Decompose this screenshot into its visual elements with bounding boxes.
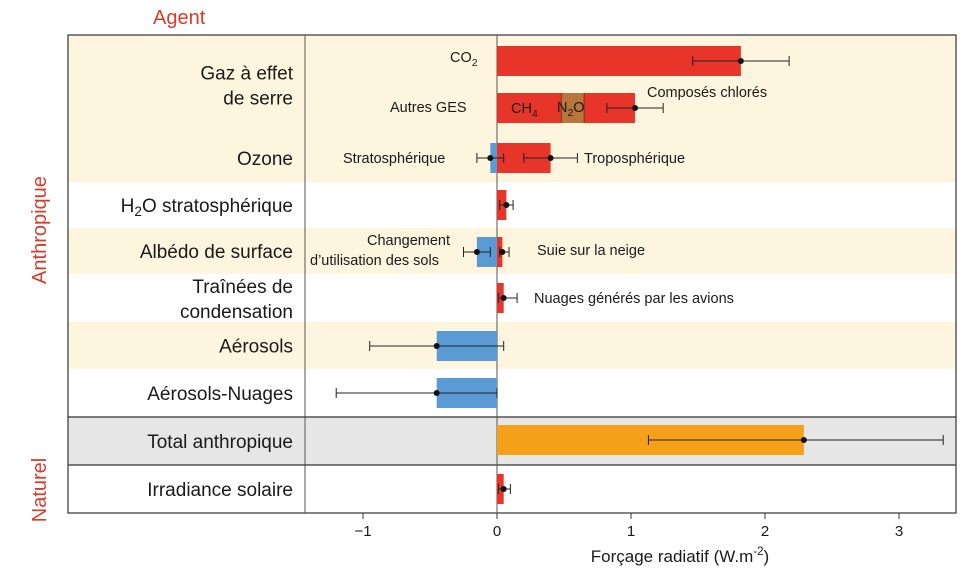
row-label: de serre: [223, 89, 293, 110]
central-estimate-point: [632, 105, 639, 111]
row-band: [68, 228, 956, 274]
annotation-halocarbons: Composés chlorés: [647, 85, 767, 101]
row-label: Total anthropique: [147, 432, 293, 453]
central-estimate-point: [433, 343, 440, 349]
annotation-n2o: N2O: [557, 100, 585, 119]
row-label: Aérosols: [219, 337, 293, 358]
row-label: Irradiance solaire: [147, 480, 293, 501]
central-estimate-point: [433, 390, 440, 396]
x-tick-label: 3: [895, 523, 903, 540]
row-label: Gaz à effet: [200, 64, 293, 85]
central-estimate-point: [547, 155, 554, 161]
central-estimate-point: [499, 249, 506, 255]
annotation-black-carbon-snow: Suie sur la neige: [537, 243, 645, 259]
central-estimate-point: [500, 295, 507, 301]
row-label: Albédo de surface: [140, 242, 293, 263]
annotation-ch4: CH4: [511, 101, 538, 120]
row-label: Aérosols-Nuages: [147, 384, 293, 405]
annotation-other-ghg: Autres GES: [390, 100, 467, 116]
row-label: condensation: [180, 302, 293, 323]
central-estimate-point: [473, 249, 480, 255]
x-tick-label: 2: [761, 523, 769, 540]
forcing-bar: [561, 93, 585, 123]
row-label: H2O stratosphérique: [121, 196, 293, 219]
central-estimate-point: [800, 437, 807, 443]
group-label-anthropogenic: Anthropique: [29, 176, 51, 284]
column-header: Agent: [153, 7, 206, 29]
central-estimate-point: [737, 58, 744, 64]
group-label-natural: Naturel: [29, 458, 51, 522]
central-estimate-point: [500, 486, 507, 492]
annotation-land-use-line1: Changement: [367, 233, 450, 249]
x-axis-label: Forçage radiatif (W.m-2): [591, 546, 769, 566]
annotation-co2: CO2: [450, 50, 478, 69]
row-label: Traînées de: [192, 277, 293, 298]
x-tick-label: 1: [627, 523, 635, 540]
annotation-land-use-line2: d’utilisation des sols: [310, 253, 439, 269]
annotation-stratospheric: Stratosphérique: [343, 151, 445, 167]
annotation-tropospheric: Troposphérique: [584, 151, 685, 167]
x-tick-label: −1: [354, 523, 371, 540]
annotation-contrails: Nuages générés par les avions: [534, 291, 734, 307]
x-tick-label: 0: [493, 523, 501, 540]
central-estimate-point: [503, 202, 510, 208]
plot-frame: [67, 34, 957, 514]
central-estimate-point: [487, 155, 494, 161]
row-label: Ozone: [237, 149, 293, 170]
row-band: [68, 322, 956, 369]
forcing-bar: [497, 93, 562, 123]
